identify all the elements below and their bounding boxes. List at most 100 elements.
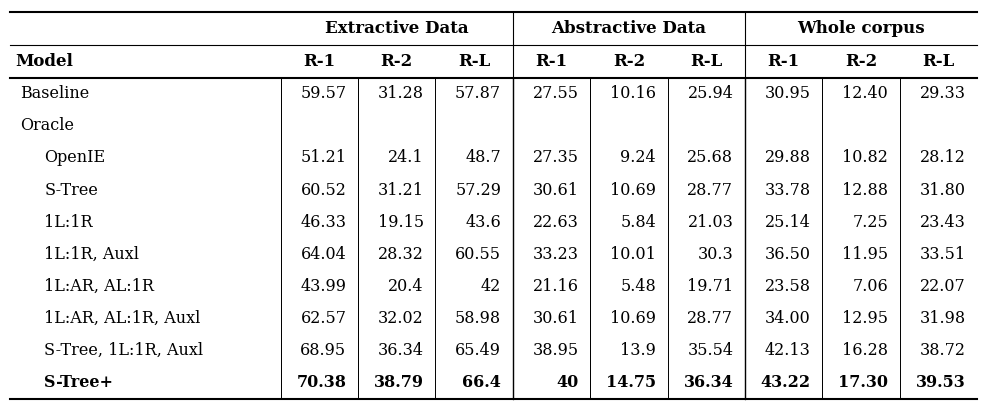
Text: 14.75: 14.75 <box>605 374 656 391</box>
Text: 5.48: 5.48 <box>619 278 656 295</box>
Text: 23.58: 23.58 <box>764 278 810 295</box>
Text: 24.1: 24.1 <box>387 150 423 166</box>
Text: 12.88: 12.88 <box>841 182 887 199</box>
Text: 21.03: 21.03 <box>687 214 733 231</box>
Text: 59.57: 59.57 <box>300 85 346 102</box>
Text: 28.77: 28.77 <box>686 182 733 199</box>
Text: 36.34: 36.34 <box>683 374 733 391</box>
Text: 1L:AR, AL:1R: 1L:AR, AL:1R <box>44 278 154 295</box>
Text: 57.29: 57.29 <box>455 182 501 199</box>
Text: 12.95: 12.95 <box>841 310 887 327</box>
Text: Model: Model <box>15 53 73 70</box>
Text: 13.9: 13.9 <box>619 342 656 359</box>
Text: R-2: R-2 <box>612 53 645 70</box>
Text: R-L: R-L <box>458 53 490 70</box>
Text: 68.95: 68.95 <box>300 342 346 359</box>
Text: 38.72: 38.72 <box>919 342 964 359</box>
Text: 43.6: 43.6 <box>465 214 501 231</box>
Text: 38.95: 38.95 <box>532 342 578 359</box>
Text: R-2: R-2 <box>844 53 877 70</box>
Text: 60.55: 60.55 <box>455 246 501 263</box>
Text: 27.55: 27.55 <box>532 85 578 102</box>
Text: S-Tree+: S-Tree+ <box>44 374 113 391</box>
Text: 40: 40 <box>556 374 578 391</box>
Text: 25.68: 25.68 <box>686 150 733 166</box>
Text: 21.16: 21.16 <box>532 278 578 295</box>
Text: 19.15: 19.15 <box>378 214 423 231</box>
Text: 28.32: 28.32 <box>378 246 423 263</box>
Text: Abstractive Data: Abstractive Data <box>551 20 706 37</box>
Text: 42: 42 <box>480 278 501 295</box>
Text: 7.25: 7.25 <box>852 214 887 231</box>
Text: Oracle: Oracle <box>20 118 74 134</box>
Text: 10.69: 10.69 <box>609 310 656 327</box>
Text: 25.94: 25.94 <box>687 85 733 102</box>
Text: 43.22: 43.22 <box>760 374 810 391</box>
Text: 10.01: 10.01 <box>609 246 656 263</box>
Text: 17.30: 17.30 <box>837 374 887 391</box>
Text: 31.80: 31.80 <box>919 182 964 199</box>
Text: OpenIE: OpenIE <box>44 150 106 166</box>
Text: Baseline: Baseline <box>20 85 89 102</box>
Text: Whole corpus: Whole corpus <box>797 20 924 37</box>
Text: 42.13: 42.13 <box>764 342 810 359</box>
Text: 30.61: 30.61 <box>532 310 578 327</box>
Text: 19.71: 19.71 <box>686 278 733 295</box>
Text: 65.49: 65.49 <box>455 342 501 359</box>
Text: 38.79: 38.79 <box>374 374 423 391</box>
Text: R-L: R-L <box>689 53 722 70</box>
Text: 10.16: 10.16 <box>609 85 656 102</box>
Text: 35.54: 35.54 <box>686 342 733 359</box>
Text: 51.21: 51.21 <box>300 150 346 166</box>
Text: 60.52: 60.52 <box>301 182 346 199</box>
Text: 30.95: 30.95 <box>764 85 810 102</box>
Text: 39.53: 39.53 <box>915 374 964 391</box>
Text: R-1: R-1 <box>767 53 799 70</box>
Text: 1L:1R, Auxl: 1L:1R, Auxl <box>44 246 139 263</box>
Text: Extractive Data: Extractive Data <box>324 20 468 37</box>
Text: 31.21: 31.21 <box>378 182 423 199</box>
Text: 10.82: 10.82 <box>841 150 887 166</box>
Text: 46.33: 46.33 <box>300 214 346 231</box>
Text: 30.61: 30.61 <box>532 182 578 199</box>
Text: 10.69: 10.69 <box>609 182 656 199</box>
Text: 23.43: 23.43 <box>919 214 964 231</box>
Text: 33.51: 33.51 <box>919 246 964 263</box>
Text: 27.35: 27.35 <box>532 150 578 166</box>
Text: 43.99: 43.99 <box>300 278 346 295</box>
Text: 5.84: 5.84 <box>619 214 656 231</box>
Text: 34.00: 34.00 <box>764 310 810 327</box>
Text: 1L:AR, AL:1R, Auxl: 1L:AR, AL:1R, Auxl <box>44 310 200 327</box>
Text: 30.3: 30.3 <box>697 246 733 263</box>
Text: R-1: R-1 <box>535 53 567 70</box>
Text: R-L: R-L <box>921 53 953 70</box>
Text: 16.28: 16.28 <box>841 342 887 359</box>
Text: 31.98: 31.98 <box>919 310 964 327</box>
Text: 48.7: 48.7 <box>465 150 501 166</box>
Text: 29.88: 29.88 <box>764 150 810 166</box>
Text: 22.63: 22.63 <box>532 214 578 231</box>
Text: R-1: R-1 <box>303 53 335 70</box>
Text: 57.87: 57.87 <box>455 85 501 102</box>
Text: 64.04: 64.04 <box>301 246 346 263</box>
Text: 70.38: 70.38 <box>296 374 346 391</box>
Text: 7.06: 7.06 <box>852 278 887 295</box>
Text: 33.78: 33.78 <box>764 182 810 199</box>
Text: 1L:1R: 1L:1R <box>44 214 93 231</box>
Text: 9.24: 9.24 <box>620 150 656 166</box>
Text: 33.23: 33.23 <box>532 246 578 263</box>
Text: 31.28: 31.28 <box>378 85 423 102</box>
Text: 36.50: 36.50 <box>764 246 810 263</box>
Text: 36.34: 36.34 <box>378 342 423 359</box>
Text: R-2: R-2 <box>381 53 412 70</box>
Text: 25.14: 25.14 <box>764 214 810 231</box>
Text: 29.33: 29.33 <box>919 85 964 102</box>
Text: 58.98: 58.98 <box>455 310 501 327</box>
Text: 28.77: 28.77 <box>686 310 733 327</box>
Text: 62.57: 62.57 <box>300 310 346 327</box>
Text: 12.40: 12.40 <box>841 85 887 102</box>
Text: 22.07: 22.07 <box>919 278 964 295</box>
Text: 66.4: 66.4 <box>461 374 501 391</box>
Text: 20.4: 20.4 <box>387 278 423 295</box>
Text: 11.95: 11.95 <box>841 246 887 263</box>
